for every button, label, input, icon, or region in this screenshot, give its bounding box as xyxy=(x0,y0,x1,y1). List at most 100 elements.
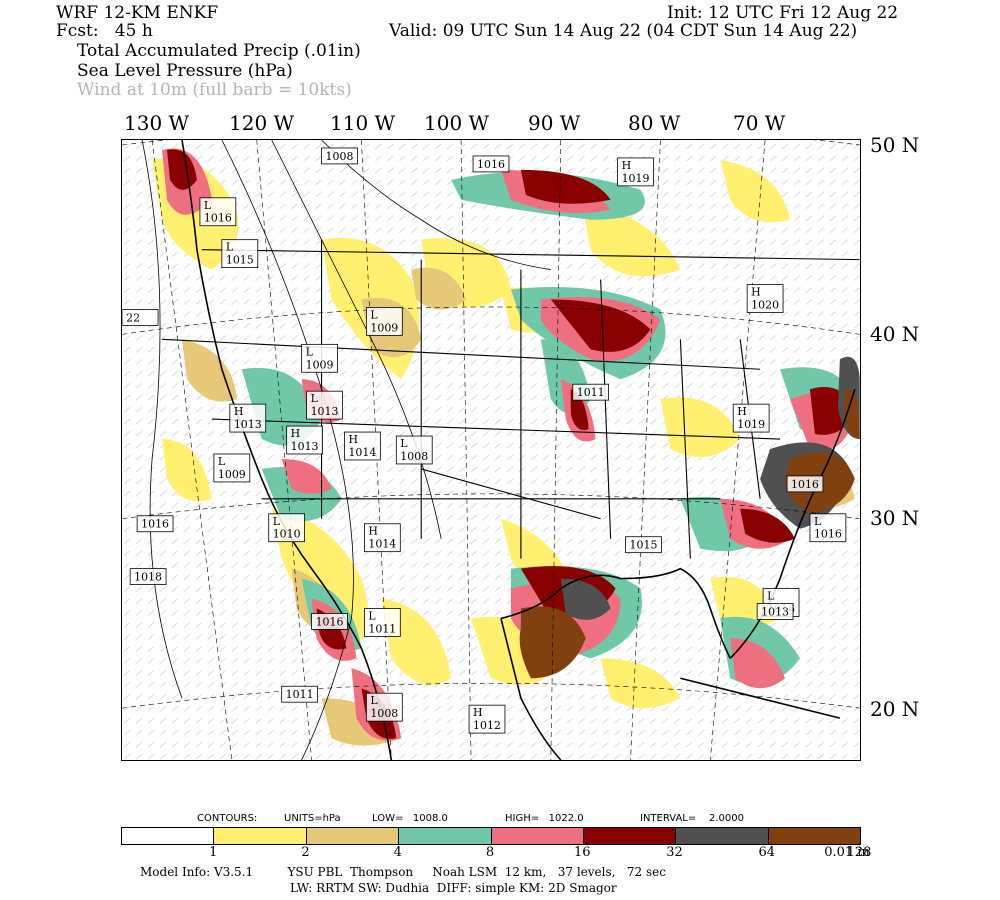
pressure-center-value: 1016 xyxy=(814,528,842,541)
pressure-center-type: H xyxy=(473,706,483,719)
colorbar-tick-label: 64 xyxy=(758,845,776,860)
pressure-center-value: 1015 xyxy=(630,539,658,552)
pressure-center-value: 1016 xyxy=(477,158,505,171)
valid-time: Valid: 09 UTC Sun 14 Aug 22 (04 CDT Sun … xyxy=(389,21,858,41)
pressure-center: 1008 xyxy=(321,147,358,165)
pressure-center-value: 1019 xyxy=(737,418,765,431)
pressure-center-type: L xyxy=(368,609,376,622)
pressure-center-value: 1015 xyxy=(226,254,254,267)
colorbar-swatch xyxy=(675,828,768,844)
colorbar-tick-label: 16 xyxy=(573,845,591,860)
high-label: HIGH= 1022.0 xyxy=(505,813,584,824)
colorbar-tick-label: 1 xyxy=(209,845,218,860)
units-label: UNITS=hPa xyxy=(284,813,341,824)
field-slp: Sea Level Pressure (hPa) xyxy=(77,61,293,81)
pressure-center-type: L xyxy=(226,241,234,254)
coastlines xyxy=(181,140,856,760)
pressure-center-value: 1008 xyxy=(400,450,428,463)
pressure-center-type: L xyxy=(814,515,822,528)
pressure-center-value: 1011 xyxy=(368,622,396,635)
pressure-center-type: L xyxy=(400,437,408,450)
pressure-center-type: L xyxy=(767,590,775,603)
pressure-center-value: 1011 xyxy=(577,386,605,399)
pressure-center-type: L xyxy=(204,199,212,212)
pressure-center: 1016 xyxy=(786,475,824,493)
lat-label-40n: 40 N xyxy=(870,322,920,346)
pressure-center-value: 22 xyxy=(126,311,140,324)
pressure-center-type: L xyxy=(273,515,281,528)
pressure-center: 1016 xyxy=(311,613,348,630)
colorbar-tick-label: 32 xyxy=(666,845,683,860)
colorbar-tick-label: 0.01 in xyxy=(824,845,870,860)
colorbar-swatch xyxy=(213,828,306,844)
model-info: Model Info: V3.5.1 YSU PBL Thompson Noah… xyxy=(140,865,666,879)
pressure-center-value: 1016 xyxy=(141,518,169,531)
pressure-center: 1011 xyxy=(281,685,318,703)
pressure-center-type: L xyxy=(218,455,226,468)
pressure-center-value: 1009 xyxy=(370,321,398,334)
lat-label-50n: 50 N xyxy=(870,133,920,157)
pressure-center-type: L xyxy=(306,345,314,358)
low-label: LOW= 1008.0 xyxy=(372,813,448,824)
pressure-center-type: L xyxy=(370,308,378,321)
colorbar-tick-label: 128 xyxy=(846,845,872,860)
isobars xyxy=(141,140,551,760)
pressure-center: 1016 xyxy=(136,515,174,533)
pressure-center-value: 1013 xyxy=(761,605,789,618)
pressure-center-value: 1016 xyxy=(204,212,232,225)
lat-label-30n: 30 N xyxy=(870,506,920,530)
pressure-center-value: 1016 xyxy=(316,615,344,628)
lon-label-100w: 100 W xyxy=(424,111,490,135)
field-wind: Wind at 10m (full barb = 10kts) xyxy=(77,80,352,100)
pressure-center-value: 1012 xyxy=(473,719,501,732)
colorbar-swatch xyxy=(398,828,491,844)
precip-colorbar xyxy=(121,827,861,845)
pressure-center-type: H xyxy=(622,159,632,172)
pressure-center-type: H xyxy=(348,433,358,446)
lon-label-70w: 70 W xyxy=(733,111,786,135)
pressure-center-type: L xyxy=(370,694,378,707)
pressure-center-value: 1013 xyxy=(234,418,262,431)
pressure-center-value: 1013 xyxy=(291,440,319,453)
pressure-center-value: 1014 xyxy=(368,538,396,551)
colorbar-swatch xyxy=(490,828,583,844)
pressure-center-value: 1010 xyxy=(273,528,301,541)
colorbar-swatch xyxy=(305,828,399,844)
pressure-center: 1015 xyxy=(625,536,662,554)
pressure-center-value: 1009 xyxy=(306,358,334,371)
lon-label-130w: 130 W xyxy=(124,111,190,135)
colorbar-tick-label: 2 xyxy=(301,845,310,860)
interval-label: INTERVAL= 2.0000 xyxy=(640,813,744,824)
pressure-center-value: 1011 xyxy=(286,688,314,701)
pressure-center: 1013 xyxy=(756,603,794,620)
init-time: Init: 12 UTC Fri 12 Aug 22 xyxy=(667,3,899,23)
lat-label-20n: 20 N xyxy=(870,697,920,721)
lon-label-90w: 90 W xyxy=(528,111,581,135)
colorbar-swatch xyxy=(767,828,860,844)
pressure-center: 1018 xyxy=(129,568,167,585)
pressure-center-type: H xyxy=(737,405,747,418)
pressure-center: 1011 xyxy=(572,383,610,401)
pressure-center-type: H xyxy=(368,525,378,538)
contours-label: CONTOURS: xyxy=(197,813,258,824)
pressure-center: 22 xyxy=(122,309,159,326)
pressure-center-type: H xyxy=(291,427,301,440)
